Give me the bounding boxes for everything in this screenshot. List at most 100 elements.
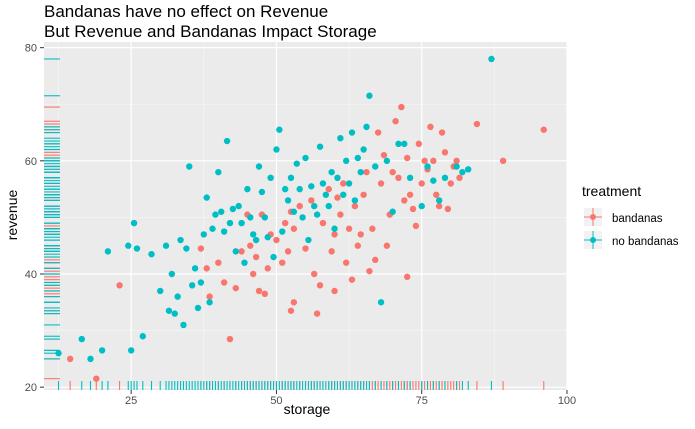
data-point <box>322 191 330 198</box>
data-point <box>229 205 237 213</box>
data-point <box>374 129 382 136</box>
data-point <box>188 282 196 289</box>
data-point <box>363 168 370 176</box>
chart-title-line-1: Bandanas have no effect on Revenue <box>44 2 329 21</box>
data-point <box>418 180 425 187</box>
data-point <box>348 129 356 136</box>
data-point <box>98 347 106 354</box>
data-point <box>308 197 315 204</box>
data-point <box>116 282 123 289</box>
data-point <box>171 310 178 317</box>
data-point <box>177 236 184 244</box>
data-point <box>383 242 391 249</box>
data-point <box>311 202 318 210</box>
data-point <box>334 194 341 201</box>
data-point <box>421 157 428 165</box>
chart-title: Bandanas have no effect on Revenue But R… <box>44 2 377 42</box>
data-point <box>392 118 399 125</box>
data-point <box>200 231 208 238</box>
data-point <box>125 242 132 249</box>
data-point <box>281 219 289 227</box>
data-point <box>238 219 245 227</box>
data-point <box>363 123 370 131</box>
data-point <box>430 157 437 165</box>
data-point <box>444 205 452 213</box>
data-point <box>328 168 335 176</box>
data-point <box>360 191 367 198</box>
data-point <box>279 228 286 235</box>
data-point <box>406 191 414 198</box>
data-point <box>244 185 251 193</box>
data-point <box>316 282 324 289</box>
data-point <box>377 299 385 306</box>
data-point <box>308 183 315 190</box>
data-point <box>165 307 173 314</box>
data-point <box>415 140 423 148</box>
data-point <box>435 202 443 210</box>
data-point <box>127 347 135 354</box>
data-point <box>366 267 373 275</box>
data-point <box>206 293 213 300</box>
data-point <box>441 149 449 156</box>
data-point <box>226 219 234 227</box>
legend-key-point <box>590 214 596 220</box>
data-point <box>331 231 338 238</box>
data-point <box>389 168 396 176</box>
data-point <box>345 225 353 232</box>
data-point <box>267 174 274 182</box>
data-point <box>183 245 190 252</box>
data-point <box>258 188 266 196</box>
data-point <box>366 92 373 99</box>
data-point <box>287 174 295 182</box>
data-point <box>226 335 234 343</box>
legend-keys <box>584 208 602 249</box>
data-point <box>499 157 507 165</box>
data-point <box>261 214 269 221</box>
y-axis-title: revenue <box>4 189 20 240</box>
data-point <box>383 157 391 165</box>
data-point <box>206 299 213 306</box>
data-point <box>305 236 312 244</box>
data-point <box>435 197 443 204</box>
data-point <box>488 55 495 63</box>
data-point <box>284 248 292 255</box>
data-point <box>331 225 338 232</box>
data-point <box>194 304 202 312</box>
data-point <box>139 333 146 340</box>
data-point <box>223 137 231 145</box>
data-point <box>427 123 434 131</box>
data-point <box>465 166 472 173</box>
data-point <box>293 160 300 167</box>
data-point <box>220 228 228 235</box>
data-point <box>342 157 350 165</box>
data-point <box>197 245 205 252</box>
data-point <box>174 293 181 300</box>
data-point <box>311 270 318 278</box>
data-point <box>296 202 303 210</box>
data-point <box>342 259 350 266</box>
data-point <box>270 253 277 261</box>
axis-ticks: 25 50 75 100 20 40 60 80 <box>25 43 576 407</box>
legend-key-point <box>590 237 596 243</box>
data-point <box>55 350 62 357</box>
data-point <box>93 375 100 382</box>
data-point <box>264 265 271 272</box>
data-point <box>252 253 260 261</box>
data-point <box>157 287 164 295</box>
data-point <box>395 174 402 182</box>
data-point <box>290 208 298 215</box>
data-point <box>340 191 347 198</box>
data-point <box>430 177 437 184</box>
data-point <box>250 270 257 278</box>
data-point <box>389 208 396 215</box>
x-axis-title: storage <box>284 401 331 417</box>
data-point <box>235 202 242 210</box>
y-tick-label: 60 <box>25 156 37 168</box>
data-point <box>186 163 193 170</box>
data-point <box>447 180 454 187</box>
data-point <box>197 279 205 286</box>
data-point <box>473 120 481 128</box>
data-point <box>348 276 356 283</box>
data-point <box>398 103 405 111</box>
data-point <box>433 191 440 198</box>
